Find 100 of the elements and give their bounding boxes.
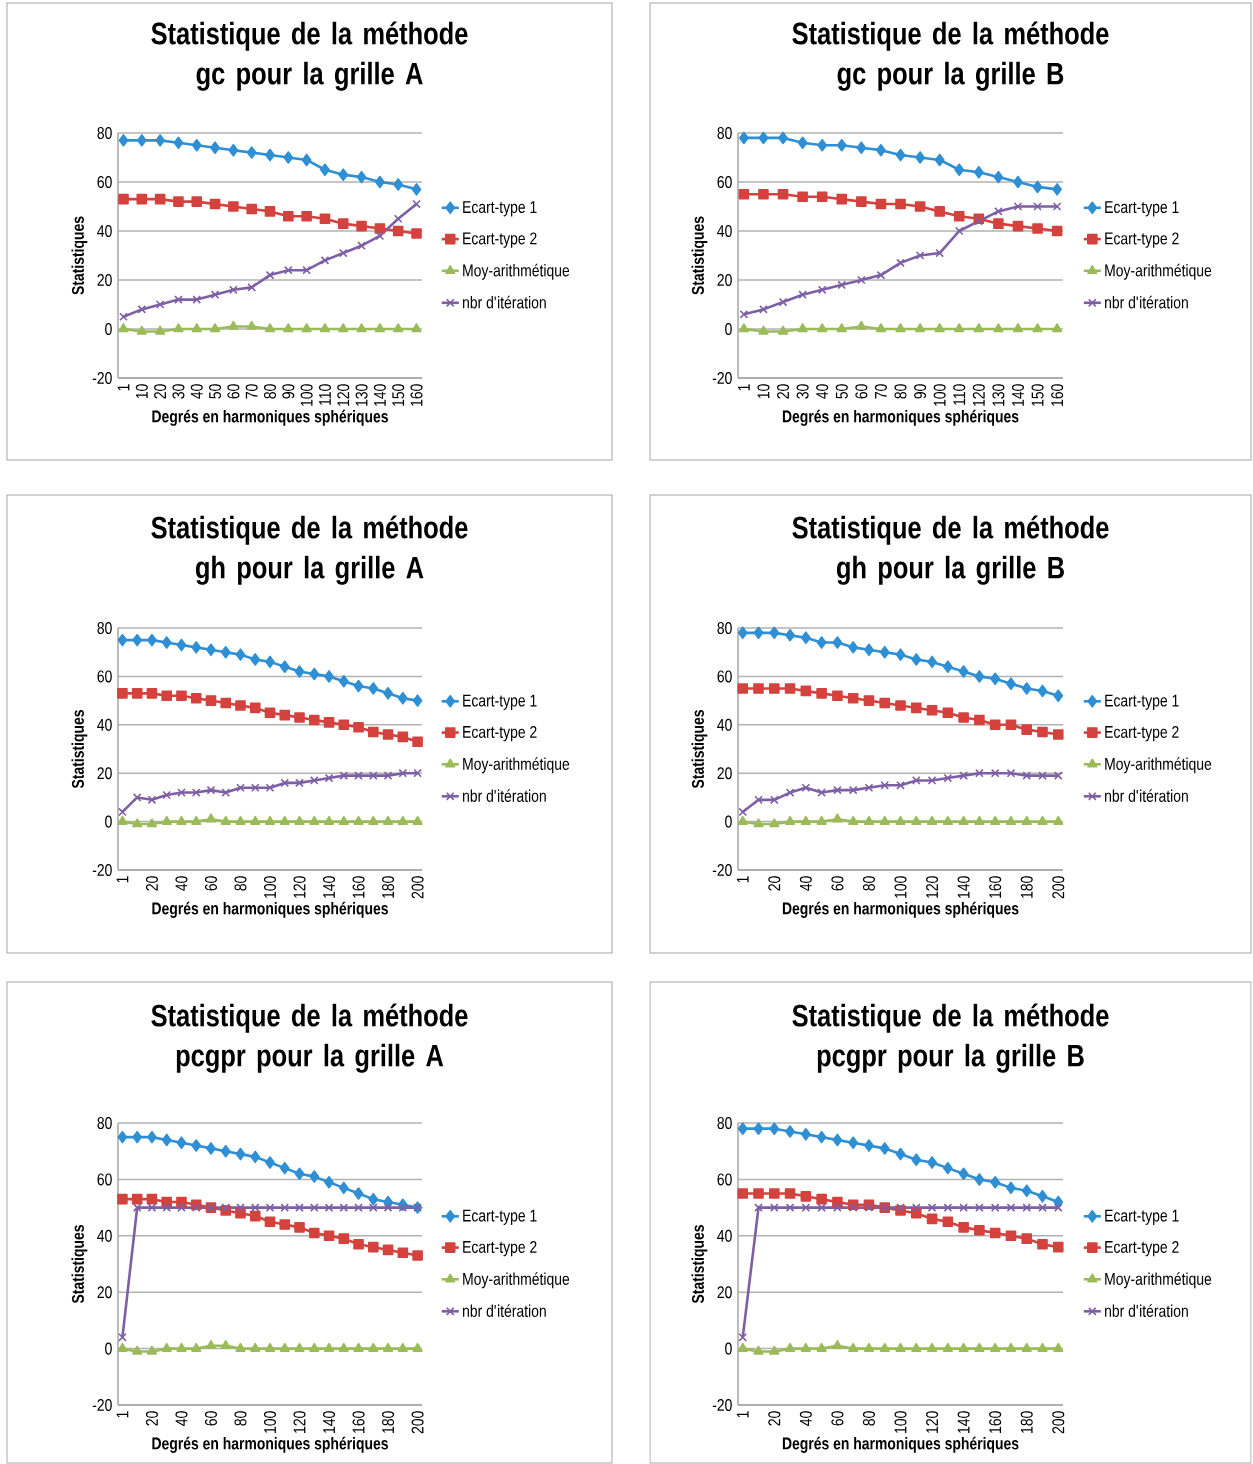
x-tick-label: 150 [392, 384, 405, 406]
legend-label: Ecart-type 2 [1105, 232, 1179, 248]
point [1053, 771, 1063, 780]
y-tick-label: 80 [717, 1117, 732, 1130]
point [338, 719, 350, 731]
point [769, 1122, 780, 1135]
point [146, 818, 158, 828]
point [173, 323, 184, 333]
x-tick-label: 40 [175, 876, 188, 891]
point [118, 134, 129, 147]
x-tick-label: 180 [382, 876, 395, 898]
x-tick-label: 40 [799, 1411, 812, 1426]
point [250, 1150, 261, 1164]
point [739, 309, 749, 319]
x-tick-label: 80 [862, 1411, 875, 1426]
y-tick-label: -20 [92, 863, 112, 877]
point [176, 815, 187, 825]
x-tick-label: 30 [172, 384, 185, 399]
x-tick-label: 80 [234, 876, 247, 891]
legend-label: nbr d'itération [1105, 1304, 1188, 1317]
point [398, 1203, 408, 1212]
x-tick-label: 140 [323, 876, 336, 898]
y-tick-label: 60 [97, 1173, 112, 1186]
x-tick-label: 160 [410, 384, 423, 406]
point [191, 1342, 202, 1352]
point [975, 1203, 984, 1212]
point [1006, 768, 1016, 778]
point [798, 290, 807, 300]
point [249, 702, 261, 714]
x-tick-label: 200 [411, 1411, 424, 1434]
y-tick-label: -20 [92, 1399, 112, 1412]
point [1038, 771, 1047, 780]
point [926, 815, 938, 825]
point [210, 141, 220, 155]
point [392, 225, 404, 237]
point [191, 815, 202, 825]
y-tick-label: 40 [97, 1229, 112, 1242]
point [393, 178, 404, 191]
point [738, 323, 750, 333]
point [119, 312, 128, 322]
y-tick-label: 60 [717, 670, 732, 683]
point [1005, 1230, 1017, 1242]
legend-label: nbr d'itération [463, 789, 546, 802]
point [162, 1203, 172, 1212]
point [800, 1128, 811, 1141]
point [247, 283, 257, 292]
point [221, 788, 231, 797]
point [1005, 719, 1017, 731]
point [832, 636, 843, 649]
point [958, 1167, 969, 1181]
x-tick-label: 20 [154, 384, 167, 399]
point [958, 1342, 969, 1352]
y-tick-label: 80 [97, 126, 112, 140]
point [816, 191, 828, 203]
x-tick-label: 180 [382, 1411, 395, 1433]
point [879, 815, 890, 825]
chart-title: Statistique de la méthode gh pour la grille A [151, 515, 468, 585]
point [864, 1203, 874, 1212]
point [856, 196, 867, 207]
point [990, 815, 1001, 825]
point [954, 323, 965, 333]
point [323, 815, 335, 825]
x-tick-label: 60 [204, 876, 217, 891]
x-tick-label: 40 [816, 384, 829, 399]
point [954, 163, 965, 177]
point [797, 323, 808, 333]
point [279, 1342, 290, 1352]
point [210, 290, 220, 300]
point [975, 768, 984, 778]
point [832, 1340, 843, 1350]
point [880, 780, 890, 790]
point [154, 193, 166, 205]
point [295, 1203, 304, 1212]
point [146, 1193, 158, 1205]
point [382, 729, 394, 740]
point [1037, 684, 1048, 698]
point [132, 793, 142, 802]
point [192, 295, 202, 304]
point [1021, 1184, 1032, 1197]
point [943, 773, 953, 783]
point [132, 633, 143, 647]
point [753, 1188, 764, 1199]
point [132, 1345, 143, 1355]
x-tick-label: 120 [972, 384, 985, 406]
point [993, 170, 1004, 184]
point [309, 1203, 319, 1212]
point [229, 285, 238, 295]
point [914, 201, 926, 212]
point [942, 1216, 954, 1228]
y-tick-label: -20 [92, 371, 112, 385]
x-tick-label: 100 [300, 384, 313, 406]
point [279, 1161, 290, 1175]
point [1053, 1342, 1064, 1352]
x-tick-label: 50 [209, 384, 222, 399]
point [800, 1342, 811, 1352]
y-tick-label: 20 [97, 1286, 112, 1299]
point [1032, 180, 1043, 194]
x-tick-label: 1 [117, 384, 130, 391]
x-axis-title: Degrés en harmoniques sphériques [152, 1436, 388, 1453]
point [353, 679, 364, 693]
